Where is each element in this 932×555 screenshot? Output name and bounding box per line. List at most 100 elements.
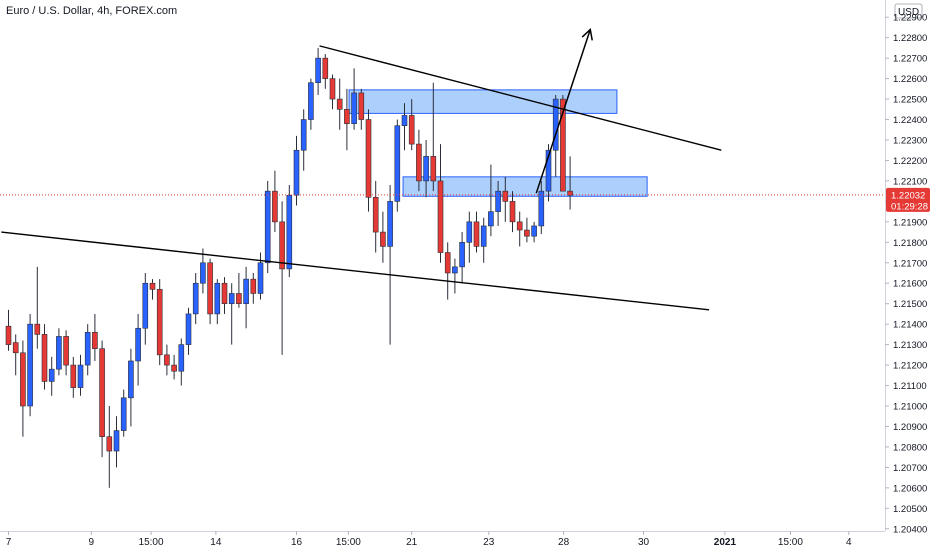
time-tick-label: 30 [638, 537, 650, 548]
candle-down [408, 115, 415, 145]
time-tick-label: 15:00 [778, 537, 803, 548]
candle-down [365, 119, 372, 198]
candle-down [372, 196, 379, 233]
price-tick-label: 1.22600 [893, 74, 927, 85]
candle-up [308, 82, 314, 120]
last-price-label: 1.22032 [891, 190, 925, 201]
lower-trendline [1, 231, 710, 311]
candle-down [99, 348, 105, 437]
candle-down [41, 334, 48, 382]
candle-up [27, 323, 33, 407]
price-tick-label: 1.21100 [893, 381, 927, 392]
candle-down [34, 323, 41, 335]
candle-down [380, 231, 386, 247]
candle-down [437, 180, 444, 253]
time-tick-label: 14 [210, 537, 222, 548]
time-tick-label: 21 [406, 537, 418, 548]
candle-down [560, 98, 566, 192]
candle-up [228, 293, 235, 304]
candle-down [272, 190, 278, 223]
candle-up [243, 278, 249, 304]
candle-down [221, 282, 228, 304]
candle-down [509, 201, 516, 223]
currency-label: USD [898, 7, 919, 18]
price-tick-label: 1.20500 [893, 504, 927, 515]
candle-up [142, 282, 149, 329]
price-tick-label: 1.20700 [893, 463, 927, 474]
candle-down [5, 325, 12, 345]
price-tick-label: 1.21600 [893, 279, 927, 290]
candle-up [300, 119, 307, 151]
candle-down [473, 221, 480, 247]
candle-down [322, 57, 329, 79]
upper-trendline [319, 45, 722, 151]
candle-down [279, 221, 285, 270]
candle-down [70, 364, 77, 388]
candle-up [394, 125, 401, 202]
time-tick-label: 7 [6, 537, 12, 548]
time-tick-label: 23 [483, 537, 495, 548]
candle-down [344, 109, 350, 124]
candle-up [466, 221, 473, 243]
candle-up [531, 225, 537, 237]
price-tick-label: 1.21800 [893, 238, 927, 249]
candle-down [329, 78, 336, 100]
price-tick-label: 1.21700 [893, 258, 927, 269]
candle-up [135, 327, 141, 362]
price-tick-label: 1.22200 [893, 156, 927, 167]
candle-up [77, 364, 84, 388]
price-tick-label: 1.22100 [893, 176, 927, 187]
candle-up [264, 190, 271, 264]
currency-box [894, 3, 923, 19]
time-tick-label: 28 [558, 537, 570, 548]
price-tick-label: 1.21500 [893, 299, 927, 310]
price-tick-label: 1.21900 [893, 217, 927, 228]
price-tick-label: 1.22800 [893, 33, 927, 44]
candle-down [516, 221, 523, 231]
candle-up [286, 194, 293, 270]
candle-up [84, 332, 91, 366]
candle-down [236, 293, 242, 304]
price-tick-label: 1.21000 [893, 402, 927, 413]
price-tick-label: 1.22500 [893, 95, 927, 106]
candle-down [106, 436, 113, 452]
candle-down [171, 364, 177, 372]
candle-down [63, 336, 69, 366]
time-tick-label: 15:00 [336, 537, 361, 548]
price-tick-label: 1.20800 [893, 442, 927, 453]
time-tick-label: 4 [846, 537, 852, 548]
countdown-label: 01:29:28 [891, 201, 928, 212]
candle-up [56, 336, 62, 370]
price-tick-label: 1.20400 [893, 524, 927, 535]
chart-title: Euro / U.S. Dollar, 4h, FOREX.com [6, 5, 178, 17]
candle-up [351, 92, 357, 124]
candle-up [452, 266, 458, 274]
price-tick-label: 1.22400 [893, 115, 927, 126]
arrow-shaft [535, 29, 591, 194]
price-tick-label: 1.21200 [893, 361, 927, 372]
candle-down [207, 262, 213, 315]
candle-down [502, 190, 509, 202]
price-tick-label: 1.22900 [893, 13, 927, 24]
candle-up [387, 201, 393, 247]
support-zone [402, 176, 648, 197]
price-axis-bg [885, 0, 932, 531]
price-tick-label: 1.22700 [893, 54, 927, 65]
candle-up [178, 344, 185, 372]
candle-up [315, 57, 321, 84]
candle-down [336, 98, 343, 110]
lines-layer [0, 28, 885, 311]
price-tick-label: 1.20600 [893, 483, 927, 494]
time-tick-label: 2021 [714, 537, 737, 548]
candle-up [257, 262, 264, 294]
candle-up [214, 282, 221, 315]
candle-down [358, 92, 365, 120]
candle-up [480, 225, 487, 247]
candle-up [401, 115, 408, 126]
price-tick-label: 1.21400 [893, 320, 927, 331]
candle-up [545, 149, 552, 192]
candle-up [538, 190, 545, 227]
